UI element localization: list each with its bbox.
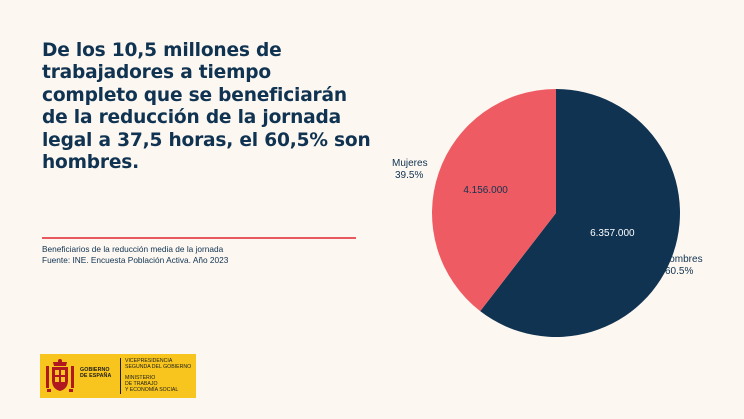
- logo-gobierno-text: GOBIERNO DE ESPAÑA: [80, 367, 111, 380]
- headline-line: hombres.: [42, 152, 140, 174]
- slice-name-label: Mujeres: [392, 158, 428, 169]
- headline-line: completo que se beneficiarán: [42, 84, 347, 106]
- source-description: Beneficiarios de la reducción media de l…: [42, 244, 224, 254]
- logo-ministerio-text: MINISTERIO DE TRABAJO Y ECONOMÍA SOCIAL: [125, 375, 178, 393]
- divider: [42, 237, 356, 239]
- headline-line: trabajadores a tiempo: [42, 62, 271, 84]
- government-logo: GOBIERNO DE ESPAÑA VICEPRESIDENCIA SEGUN…: [40, 354, 196, 398]
- headline: De los 10,5 millones de trabajadores a t…: [42, 40, 382, 174]
- slice-name-label: Hombres: [662, 254, 703, 265]
- logo-text-line: VICEPRESIDENCIA: [125, 358, 173, 364]
- logo-text-line: DE ESPAÑA: [80, 373, 112, 380]
- logo-text-line: Y ECONOMÍA SOCIAL: [125, 387, 179, 393]
- logo-separator: [120, 358, 121, 394]
- slice-percent-label: 39.5%: [395, 170, 423, 181]
- logo-vicepresidencia-text: VICEPRESIDENCIA SEGUNDA DEL GOBIERNO: [125, 358, 191, 370]
- source-citation: Fuente: INE. Encuesta Población Activa. …: [42, 255, 229, 265]
- headline-line: De los 10,5 millones de: [42, 40, 282, 61]
- slice-percent-label: 60.5%: [665, 266, 693, 277]
- pie-slice-hombres: [480, 89, 680, 338]
- slice-value-label: 4.156.000: [463, 185, 508, 196]
- headline-line: de la reducción de la jornada: [42, 107, 341, 129]
- source-note: Beneficiarios de la reducción media de l…: [42, 244, 372, 266]
- coat-of-arms-icon: [46, 359, 74, 392]
- slice-value-label: 6.357.000: [590, 228, 635, 239]
- logo-text-line: MINISTERIO: [125, 375, 156, 381]
- headline-line: legal a 37,5 horas, el 60,5% son: [42, 129, 371, 151]
- logo-text-line: SEGUNDA DEL GOBIERNO: [125, 364, 192, 370]
- pie-slice-mujeres: [432, 89, 556, 312]
- logo-text-line: DE TRABAJO: [125, 381, 158, 387]
- logo-text-line: GOBIERNO: [80, 367, 110, 373]
